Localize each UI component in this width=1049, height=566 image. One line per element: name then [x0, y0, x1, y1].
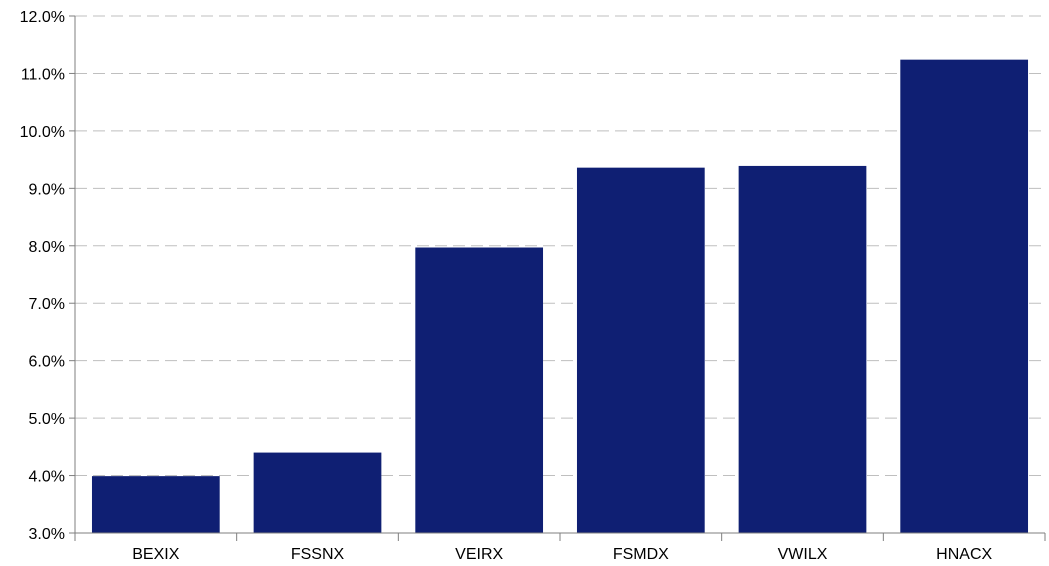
y-tick-label: 4.0% [29, 469, 65, 486]
bar-fssnx [253, 452, 382, 533]
bar-vwilx [738, 165, 867, 533]
bar-hnacx [900, 59, 1029, 533]
gridlines [75, 15, 1045, 477]
x-tick-label: VWILX [778, 546, 828, 563]
y-tick-label: 6.0% [29, 354, 65, 371]
axis-labels: 3.0% 4.0% 5.0% 6.0% 7.0% 8.0% 9.0% 10.0% 11.0% 12… [20, 9, 993, 563]
y-tick-label: 7.0% [29, 296, 65, 313]
y-tick-label: 11.0% [21, 66, 65, 83]
x-tick-label: FSMDX [613, 546, 669, 563]
x-tick-label: FSSNX [291, 546, 345, 563]
axes [69, 15, 1046, 541]
y-tick-label: 5.0% [29, 411, 65, 428]
y-tick-label: 12.0% [20, 9, 65, 26]
bars [91, 59, 1029, 534]
bar-bexix [91, 476, 220, 533]
y-tick-label: 8.0% [29, 239, 65, 256]
x-tick-label: HNACX [936, 546, 992, 563]
bar-veirx [415, 247, 544, 534]
y-tick-label: 3.0% [29, 526, 65, 543]
x-tick-label: BEXIX [132, 546, 179, 563]
bar-fsmdx [576, 167, 705, 534]
x-tick-label: VEIRX [455, 546, 503, 563]
y-tick-label: 10.0% [20, 124, 65, 141]
y-tick-label: 9.0% [29, 181, 65, 198]
